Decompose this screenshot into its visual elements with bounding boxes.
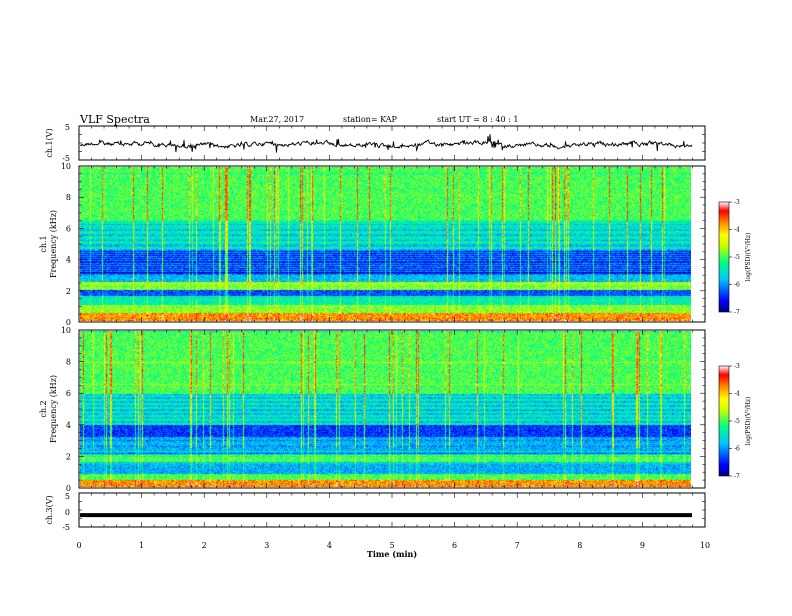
- x-tick-label: 0: [76, 541, 81, 550]
- ch1-colorbar: -3 -4 -5 -6 -7 log(PSD)(V²/Hz): [718, 199, 752, 316]
- colorbar-tick-label: -4: [734, 391, 740, 398]
- ch1-waveform-panel: 5 -5 ch.1(V): [45, 123, 706, 163]
- freq-tick-label: 10: [61, 162, 71, 171]
- colorbar-tick-label: -7: [734, 473, 740, 480]
- freq-tick-label: 6: [66, 224, 71, 233]
- freq-tick-label: 10: [61, 326, 71, 335]
- ch1-colorbar-label: log(PSD)(V²/Hz): [745, 233, 752, 282]
- freq-tick-label: 8: [66, 193, 71, 202]
- x-tick-label: 7: [515, 541, 520, 550]
- freq-tick-label: 6: [66, 389, 71, 398]
- x-tick-label: 2: [202, 541, 207, 550]
- ch1-waveform-ylabel: ch.1(V): [45, 128, 54, 157]
- x-tick-label: 3: [264, 541, 269, 550]
- start-time-label: start UT = 8 : 40 : 1: [437, 115, 518, 124]
- date-label: Mar.27, 2017: [250, 115, 304, 124]
- freq-tick-label: 2: [66, 452, 71, 461]
- ch3-waveform-ylabel: ch.3(V): [45, 495, 54, 524]
- x-tick-label: 1: [139, 541, 144, 550]
- colorbar-tick-label: -7: [734, 309, 740, 316]
- ch2-spectrogram-image: [80, 331, 691, 487]
- freq-tick-label: 2: [66, 287, 71, 296]
- freq-tick-label: 4: [66, 421, 71, 430]
- freq-tick-label: 4: [66, 256, 71, 265]
- x-tick-label: 5: [389, 541, 394, 550]
- x-tick-label: 9: [640, 541, 645, 550]
- station-label: station= KAP: [343, 115, 398, 124]
- ch3-ytick-top: 5: [65, 492, 70, 501]
- x-tick-label: 10: [700, 541, 710, 550]
- x-tick-label: 4: [327, 541, 332, 550]
- ch3-ytick-middle: 0: [65, 508, 70, 517]
- colorbar-tick-label: -3: [734, 363, 740, 370]
- freq-tick-label: 0: [66, 318, 71, 327]
- ch1-spectrogram-ylabel-frequency: Frequency (kHz): [49, 210, 58, 278]
- x-tick-label: 6: [452, 541, 457, 550]
- colorbar-tick-label: -6: [734, 446, 740, 453]
- ch1-spectrogram-panel: 0 2 4 6 8 10 ch.1 Frequency (kHz) -3 -4 -5 -6 -7 …: [39, 162, 752, 327]
- colorbar-tick-label: -4: [734, 227, 740, 234]
- ch1-spectrogram-image: [80, 167, 691, 321]
- colorbar-tick-label: -6: [734, 282, 740, 289]
- colorbar-tick-label: -3: [734, 199, 740, 206]
- x-tick-label: 8: [577, 541, 582, 550]
- freq-tick-label: 8: [66, 358, 71, 367]
- ch2-colorbar: -3 -4 -5 -6 -7 log(PSD)(V²/Hz): [718, 363, 752, 480]
- ch3-waveform-panel: 5 0 -5 ch.3(V): [45, 492, 706, 532]
- ch2-spectrogram-ylabel-frequency: Frequency (kHz): [49, 375, 58, 443]
- colorbar-tick-label: -5: [734, 254, 740, 261]
- ch1-ytick-bottom: -5: [62, 154, 70, 163]
- ch1-spectrogram-ylabel-channel: ch.1: [39, 235, 48, 252]
- ch2-spectrogram-panel: 0 2 4 6 8 10 ch.2 Frequency (kHz) -3 -4 -5 -6 -7 …: [39, 326, 752, 493]
- ch1-ytick-top: 5: [65, 123, 70, 132]
- ch1-waveform-trace: [79, 134, 693, 153]
- x-axis-label: Time (min): [367, 549, 417, 559]
- colorbar-tick-label: -5: [734, 418, 740, 425]
- freq-tick-label: 0: [66, 484, 71, 493]
- ch2-colorbar-label: log(PSD)(V²/Hz): [745, 397, 752, 446]
- figure-title: VLF Spectra: [79, 113, 150, 126]
- ch2-spectrogram-ylabel-channel: ch.2: [39, 400, 48, 417]
- ch3-ytick-bottom: -5: [62, 523, 70, 532]
